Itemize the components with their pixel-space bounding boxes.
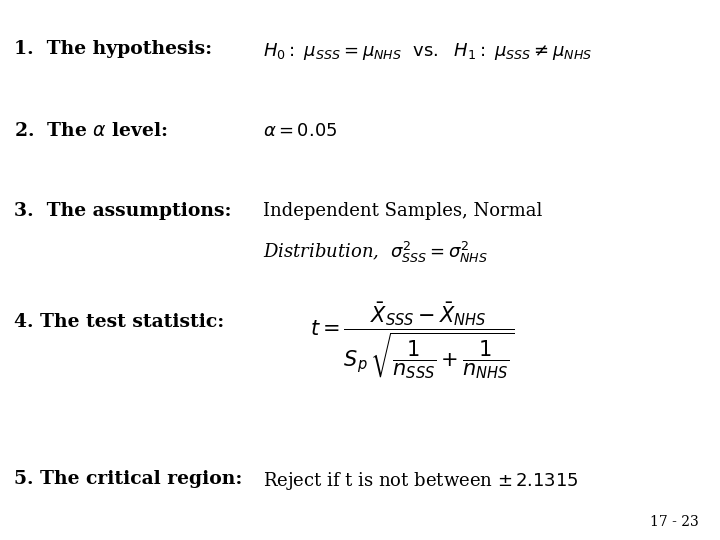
Text: Distribution,  $\sigma^2_{SSS} = \sigma^2_{NHS}$: Distribution, $\sigma^2_{SSS} = \sigma^2… xyxy=(263,240,487,265)
Text: $H_0\mathrm{:}\ \mu_{SSS} = \mu_{NHS}\ \ \mathrm{vs.}\ \ H_1\mathrm{:}\ \mu_{SSS: $H_0\mathrm{:}\ \mu_{SSS} = \mu_{NHS}\ \… xyxy=(263,40,593,62)
Text: $\alpha = 0.05$: $\alpha = 0.05$ xyxy=(263,122,337,139)
Text: 17 - 23: 17 - 23 xyxy=(649,515,698,529)
Text: Reject if t is not between $\pm\,2.1315$: Reject if t is not between $\pm\,2.1315$ xyxy=(263,470,578,492)
Text: 2.  The $\alpha$ level:: 2. The $\alpha$ level: xyxy=(14,122,168,139)
Text: 1.  The hypothesis:: 1. The hypothesis: xyxy=(14,40,212,58)
Text: $t = \dfrac{\bar{X}_{SSS} - \bar{X}_{NHS}}{S_p\,\sqrt{\dfrac{1}{n_{SSS}} + \dfra: $t = \dfrac{\bar{X}_{SSS} - \bar{X}_{NHS… xyxy=(310,300,514,381)
Text: 3.  The assumptions:: 3. The assumptions: xyxy=(14,202,232,220)
Text: Independent Samples, Normal: Independent Samples, Normal xyxy=(263,202,542,220)
Text: 4. The test statistic:: 4. The test statistic: xyxy=(14,313,225,331)
Text: 5. The critical region:: 5. The critical region: xyxy=(14,470,243,488)
